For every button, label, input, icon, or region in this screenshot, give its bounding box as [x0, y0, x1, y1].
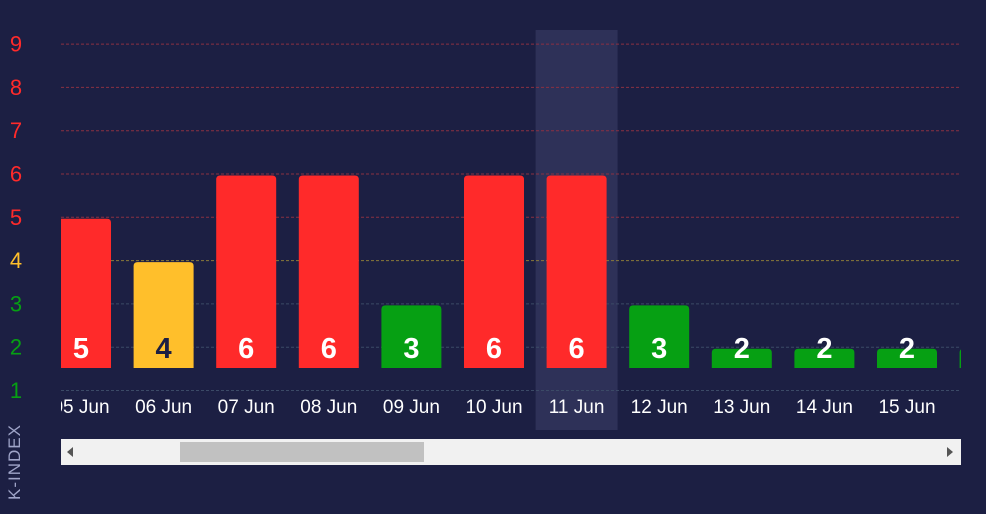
bar-value-label: 2 [816, 333, 832, 365]
y-tick-label: 4 [10, 248, 22, 273]
bar-value-label: 2 [982, 333, 986, 365]
bar-group: 3 [629, 305, 690, 368]
bar-value-label: 2 [734, 333, 750, 365]
x-tick-label: 08 Jun [300, 397, 357, 418]
bar-value-label: 2 [899, 333, 915, 365]
bar [711, 348, 772, 368]
bar [877, 348, 937, 368]
y-tick-label: 6 [10, 162, 22, 187]
bar-group: 6 [464, 175, 524, 368]
plot-area: 5 05 Jun 4 06 Jun 6 07 Jun 6 08 Jun 3 09 Jun 6 10 J… [52, 30, 986, 430]
bar-group: 4 [133, 262, 194, 368]
bar [298, 175, 359, 368]
y-axis-title: K-INDEX [5, 424, 24, 500]
x-tick-label: 05 Jun [52, 397, 109, 418]
bar-group: 2 [794, 333, 855, 368]
bar [629, 305, 690, 368]
bar-group: 6 [216, 175, 277, 368]
y-tick-label: 7 [10, 118, 22, 143]
bar-group: 3 [381, 305, 442, 368]
y-tick-label: 5 [10, 205, 22, 230]
x-tick-label: 07 Jun [218, 397, 275, 418]
bar-value-label: 3 [403, 333, 419, 365]
x-tick-label: 06 Jun [135, 397, 192, 418]
x-tick-label: 11 Jun [549, 397, 605, 418]
scroll-right-arrow-icon[interactable] [947, 447, 953, 457]
scroll-left-arrow-icon[interactable] [67, 447, 73, 457]
bar-group: 6 [546, 175, 607, 368]
bar [61, 218, 111, 368]
bar-group: 2 [711, 333, 772, 368]
y-tick-label: 2 [10, 335, 22, 360]
bar-value-label: 6 [238, 333, 254, 365]
bar-value-label: 3 [651, 333, 667, 365]
bar-value-label: 6 [321, 333, 337, 365]
bar [464, 175, 524, 368]
x-tick-label: 15 Jun [878, 397, 935, 418]
y-tick-label: 8 [10, 75, 22, 100]
bar [216, 175, 277, 368]
y-tick-label: 3 [10, 291, 22, 316]
horizontal-scrollbar[interactable] [61, 439, 961, 465]
x-tick-label: 13 Jun [713, 397, 770, 418]
scroll-thumb[interactable] [180, 442, 424, 462]
bar [794, 348, 855, 368]
x-tick-label: 09 Jun [383, 397, 440, 418]
y-tick-label: 9 [10, 32, 22, 57]
bar [133, 262, 194, 368]
bar-group: 5 [61, 218, 111, 368]
bar-value-label: 5 [73, 333, 89, 365]
bar-group: 2 [877, 333, 937, 368]
x-tick-label: 14 Jun [796, 397, 853, 418]
x-tick-label: 16 Jun [961, 397, 986, 418]
bar-group: 6 [298, 175, 359, 368]
bar-value-label: 4 [156, 333, 172, 365]
x-tick-label: 10 Jun [465, 397, 522, 418]
bar [546, 175, 607, 368]
bar [959, 349, 961, 368]
y-tick-label: 1 [10, 378, 22, 403]
bar-group: 2 [959, 333, 986, 368]
bar-value-label: 6 [486, 333, 502, 365]
bar [381, 305, 442, 368]
x-tick-label: 12 Jun [631, 397, 688, 418]
bar-value-label: 6 [569, 333, 585, 365]
